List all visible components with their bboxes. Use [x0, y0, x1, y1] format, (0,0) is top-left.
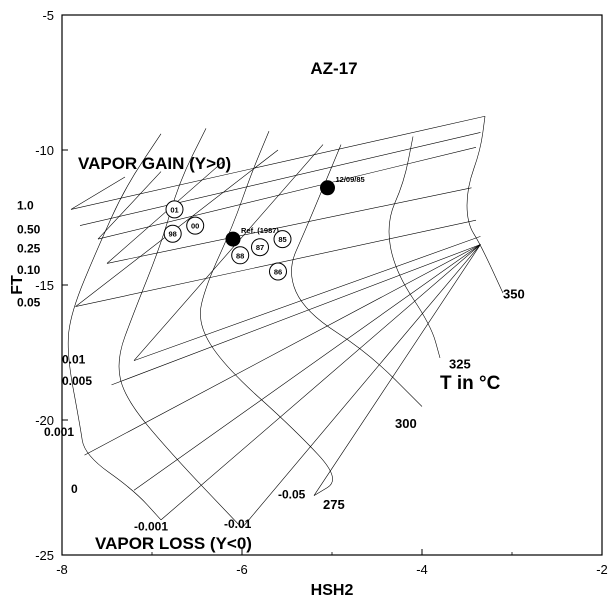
- y-value-label: 0.05: [17, 296, 41, 310]
- y-tick-label: -20: [35, 413, 54, 428]
- isotherm-line: [291, 144, 423, 407]
- data-point-filled: [320, 180, 335, 196]
- fan-line: [84, 244, 481, 456]
- gain-line: [97, 147, 477, 240]
- data-point-open: [273, 230, 292, 249]
- isotherm-line: [200, 130, 333, 496]
- x-tick-label: -2: [596, 562, 608, 577]
- y-value-label: 0.10: [17, 263, 41, 277]
- data-point-open: [231, 246, 250, 265]
- y-value-label: 0.01: [62, 352, 86, 366]
- data-point-label: 01: [170, 205, 178, 214]
- data-point-open: [251, 238, 269, 257]
- diagonal-grid-line: [70, 176, 126, 210]
- x-tick-label: -6: [236, 562, 248, 577]
- data-point-label: 86: [274, 268, 282, 277]
- data-point-filled: [225, 231, 241, 247]
- temp-unit-label: T in °C: [440, 373, 501, 394]
- isotherm-line: [67, 133, 162, 521]
- fan-line: [241, 244, 481, 529]
- isotherm-line: [388, 136, 441, 358]
- y-value-label: 0.005: [62, 374, 92, 388]
- y-value-label: 0.50: [17, 223, 41, 237]
- y-axis-title: FT: [9, 275, 26, 295]
- grid-layer: [67, 115, 504, 529]
- vapor-loss-label: VAPOR LOSS (Y<0): [95, 534, 252, 553]
- fan-line: [111, 244, 481, 386]
- y-tick-label: -10: [35, 143, 54, 158]
- data-point-open: [186, 216, 205, 235]
- y-value-label: 0.25: [17, 242, 41, 256]
- x-tick-label: -4: [416, 562, 428, 577]
- data-point-label: 88: [236, 251, 244, 260]
- gain-line: [133, 236, 481, 361]
- data-point-label: 98: [169, 230, 177, 239]
- vapor-gain-label: VAPOR GAIN (Y>0): [78, 154, 231, 173]
- diagonal-grid-line: [97, 171, 162, 240]
- diagonal-grid-line: [133, 144, 324, 361]
- ticks-layer: -8 -6 -4 -2 -5 -10 -15 -20 -25: [35, 8, 608, 577]
- data-point-label: 87: [256, 243, 264, 252]
- y-tick-label: -25: [35, 548, 54, 563]
- gain-line: [79, 132, 481, 226]
- fan-line: [160, 244, 481, 521]
- plot-frame: [61, 14, 603, 556]
- points-layer: 01 00 98 Ref. (1987) 12/09/85 85 87 88 86: [163, 175, 365, 281]
- y-value-label: 0.001: [44, 425, 74, 439]
- y-value-label: 0: [71, 482, 78, 496]
- y-value-label: 1.0: [17, 198, 34, 212]
- temperature-label: 300: [395, 416, 417, 431]
- gain-line: [106, 187, 472, 264]
- temperature-label: 350: [503, 287, 525, 302]
- data-point-open: [163, 224, 182, 243]
- fan-line: [133, 244, 481, 491]
- diagonal-grid-line: [106, 160, 225, 264]
- isotherm-line: [118, 128, 243, 529]
- y-value-label: -0.01: [224, 517, 252, 531]
- labels-layer: 1.0 0.50 0.25 0.10 0.05 0.01 0.005 0.001 0 -0.001…: [17, 198, 525, 533]
- x-tick-label: -8: [56, 562, 68, 577]
- fan-line: [313, 244, 481, 496]
- y-tick-label: -15: [35, 278, 54, 293]
- y-value-label: -0.05: [278, 487, 306, 501]
- data-point-open: [165, 200, 184, 219]
- isotherm-line: [466, 116, 504, 294]
- x-axis-title: HSH2: [311, 582, 354, 599]
- data-point-label: 00: [191, 222, 199, 231]
- data-point-open: [269, 262, 287, 281]
- data-point-label: 12/09/85: [336, 175, 365, 184]
- y-value-label: -0.001: [134, 520, 168, 534]
- data-point-label: Ref. (1987): [241, 226, 279, 235]
- temperature-label: 275: [323, 497, 345, 512]
- chart-title: AZ-17: [310, 59, 357, 78]
- y-tick-label: -5: [42, 8, 54, 23]
- data-point-label: 85: [278, 235, 286, 244]
- temperature-label: 325: [449, 357, 471, 372]
